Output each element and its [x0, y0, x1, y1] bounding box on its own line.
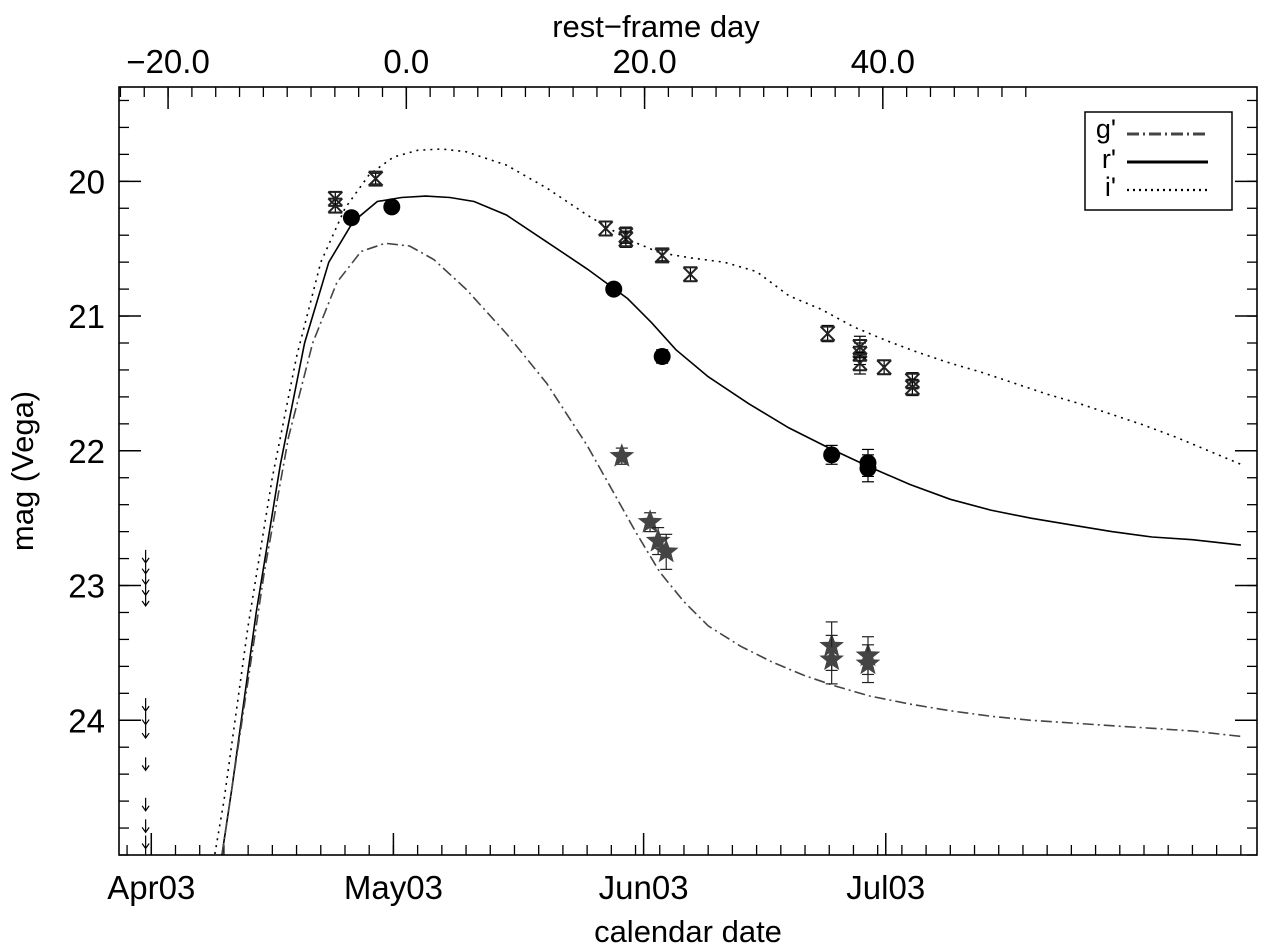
x-axis-title: calendar date: [594, 914, 782, 949]
i-band-hourglass-point: [327, 190, 344, 207]
upper-limit-arrow-head: [142, 857, 149, 862]
i-band-hourglass-point: [852, 355, 868, 372]
r-band-circle-point: [823, 446, 841, 464]
g-band-star-point: [609, 443, 635, 467]
model-curve-i: [213, 148, 1242, 855]
top-tick-label: 40.0: [851, 43, 915, 80]
g-band-star-point: [653, 538, 679, 563]
i-band-hourglass-point: [597, 220, 614, 237]
i-band-hourglass-point: [819, 325, 836, 342]
g-band-star-point: [855, 650, 881, 675]
r-band-circle-point: [342, 209, 360, 227]
legend-label-g: g': [1096, 114, 1116, 144]
i-band-hourglass-point: [618, 227, 634, 244]
g-band-star-point: [645, 528, 671, 552]
i-band-hourglass-point: [682, 266, 699, 283]
y-tick-label: 23: [68, 568, 105, 605]
i-band-hourglass-point: [852, 339, 868, 356]
g-band-star-point: [637, 509, 663, 533]
top-axis-title: rest−frame day: [552, 9, 760, 44]
i-band-hourglass-point: [654, 247, 670, 264]
i-band-hourglass-point: [904, 379, 921, 396]
plot-frame: [118, 86, 1258, 856]
upper-limit-arrow-head: [141, 600, 150, 608]
upper-limit-arrow-head: [141, 765, 150, 772]
y-tick-label: 20: [68, 163, 105, 200]
x-tick-label: Jul03: [846, 869, 925, 906]
y-axis-title: mag (Vega): [5, 391, 40, 551]
model-curve-g: [221, 242, 1241, 855]
x-tick-label: May03: [344, 869, 443, 906]
upper-limit-arrow-head: [141, 705, 150, 713]
r-band-circle-point: [605, 280, 623, 298]
upper-limit-arrow-head: [141, 827, 150, 834]
y-tick-label: 21: [68, 298, 105, 335]
top-tick-label: 0.0: [383, 43, 429, 80]
legend-label-r: r': [1102, 144, 1116, 174]
model-curve-r: [221, 195, 1241, 855]
r-band-circle-point: [383, 198, 401, 216]
top-tick-label: −20.0: [126, 43, 210, 80]
legend: g' r' i': [1084, 111, 1233, 211]
i-band-hourglass-point: [876, 359, 892, 376]
tick-labels: Apr03 May03 Jun03 Jul03 −20.0 0.0 20.0 40.0 20 21…: [68, 43, 925, 906]
upper-limit-arrow-head: [141, 719, 150, 726]
g-band-star-point: [819, 646, 844, 671]
upper-limit-arrow-head: [141, 843, 150, 850]
r-band-circle-point: [653, 347, 671, 365]
y-tick-label: 22: [68, 433, 105, 470]
i-band-hourglass-point: [367, 170, 384, 187]
x-tick-label: Apr03: [107, 869, 195, 906]
y-tick-label: 24: [68, 702, 105, 739]
upper-limit-arrow-head: [141, 732, 150, 740]
upper-limit-arrow-head: [141, 805, 150, 812]
top-tick-label: 20.0: [612, 43, 676, 80]
model-curves: [213, 148, 1242, 855]
axis-ticks: [119, 87, 1257, 856]
legend-label-i: i': [1105, 172, 1116, 202]
x-tick-label: Jun03: [599, 869, 689, 906]
r-band-circle-point: [859, 459, 877, 477]
data-points: [141, 170, 921, 862]
